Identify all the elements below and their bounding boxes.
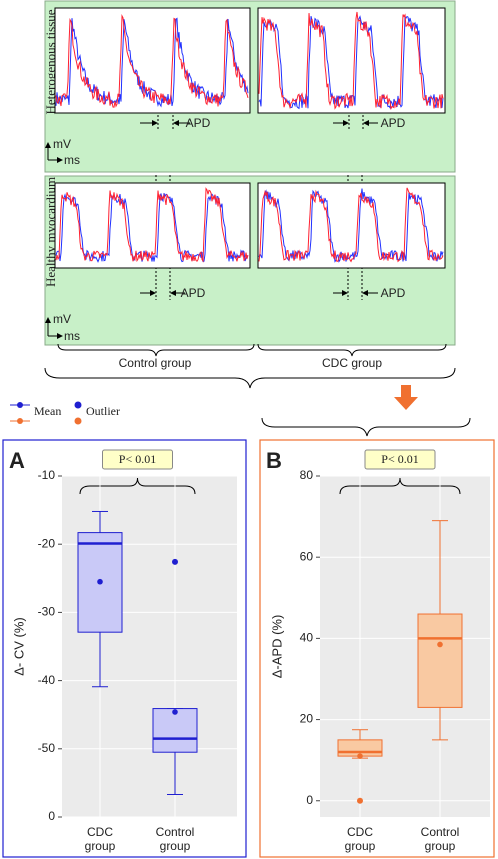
- box: [417, 613, 463, 708]
- apd-label: APD: [381, 286, 406, 300]
- legend: [10, 401, 82, 425]
- panel-frame: [2, 439, 247, 858]
- y-tick-label: -40: [38, 673, 56, 687]
- mean: [172, 709, 178, 715]
- mean: [97, 578, 103, 585]
- outlier: [357, 797, 363, 804]
- y-tick-label: -50: [38, 741, 56, 755]
- down-arrow: [394, 385, 418, 410]
- trace: [258, 187, 444, 263]
- y-axis-label: Δ- CV (%): [11, 617, 26, 676]
- x-tick-label: Control group: [155, 825, 195, 853]
- outlier: [172, 558, 178, 565]
- mean: [357, 753, 363, 759]
- y-tick-label: -30: [38, 605, 56, 619]
- panel-frame: [259, 439, 495, 858]
- y-tick-label: 0: [306, 793, 313, 807]
- annotation: P< 0.01: [381, 452, 418, 466]
- trace: [55, 193, 249, 263]
- y-tick-label: 20: [300, 712, 314, 726]
- panel-label: B: [266, 448, 282, 473]
- y-tick-label: 60: [300, 549, 314, 563]
- y-tick-label: 80: [300, 468, 314, 482]
- panel-label: A: [9, 448, 25, 473]
- apd-label: APD: [186, 116, 211, 130]
- y-tick-label: -20: [38, 536, 56, 550]
- apd-label: APD: [181, 286, 206, 300]
- plot-bg: [320, 476, 490, 817]
- group-label: CDC group: [322, 356, 382, 370]
- box: [152, 708, 198, 753]
- annotation-box: [364, 449, 436, 470]
- row-label: Healthy myocardium: [43, 177, 58, 287]
- x-tick-label: CDC group: [344, 825, 376, 853]
- apd-label: APD: [381, 116, 406, 130]
- unit-ms: ms: [64, 153, 80, 167]
- brace: [79, 477, 196, 495]
- unit-mv: mV: [53, 312, 71, 326]
- row-label: Heterogenous tissue: [43, 9, 58, 114]
- trace: [55, 17, 249, 108]
- x-tick-label: CDC group: [84, 825, 116, 853]
- annotation-box: [102, 449, 173, 470]
- y-tick-label: 40: [300, 631, 314, 645]
- braces: [44, 343, 471, 437]
- brace: [339, 477, 461, 495]
- unit-mv: mV: [53, 137, 71, 151]
- legend-label: Outlier: [86, 404, 120, 418]
- group-label: Control group: [119, 356, 192, 370]
- trace: [55, 13, 249, 108]
- mean: [437, 641, 443, 648]
- trace: [55, 187, 249, 263]
- unit-ms: ms: [64, 329, 80, 343]
- legend-label: Mean: [34, 404, 61, 418]
- x-tick-label: Control group: [420, 825, 460, 853]
- y-tick-label: 0: [48, 809, 55, 823]
- plot-bg: [62, 476, 237, 817]
- y-tick-label: -10: [38, 468, 56, 482]
- trace: [258, 11, 444, 111]
- annotation: P< 0.01: [119, 452, 156, 466]
- y-axis-label: Δ-APD (%): [269, 615, 284, 679]
